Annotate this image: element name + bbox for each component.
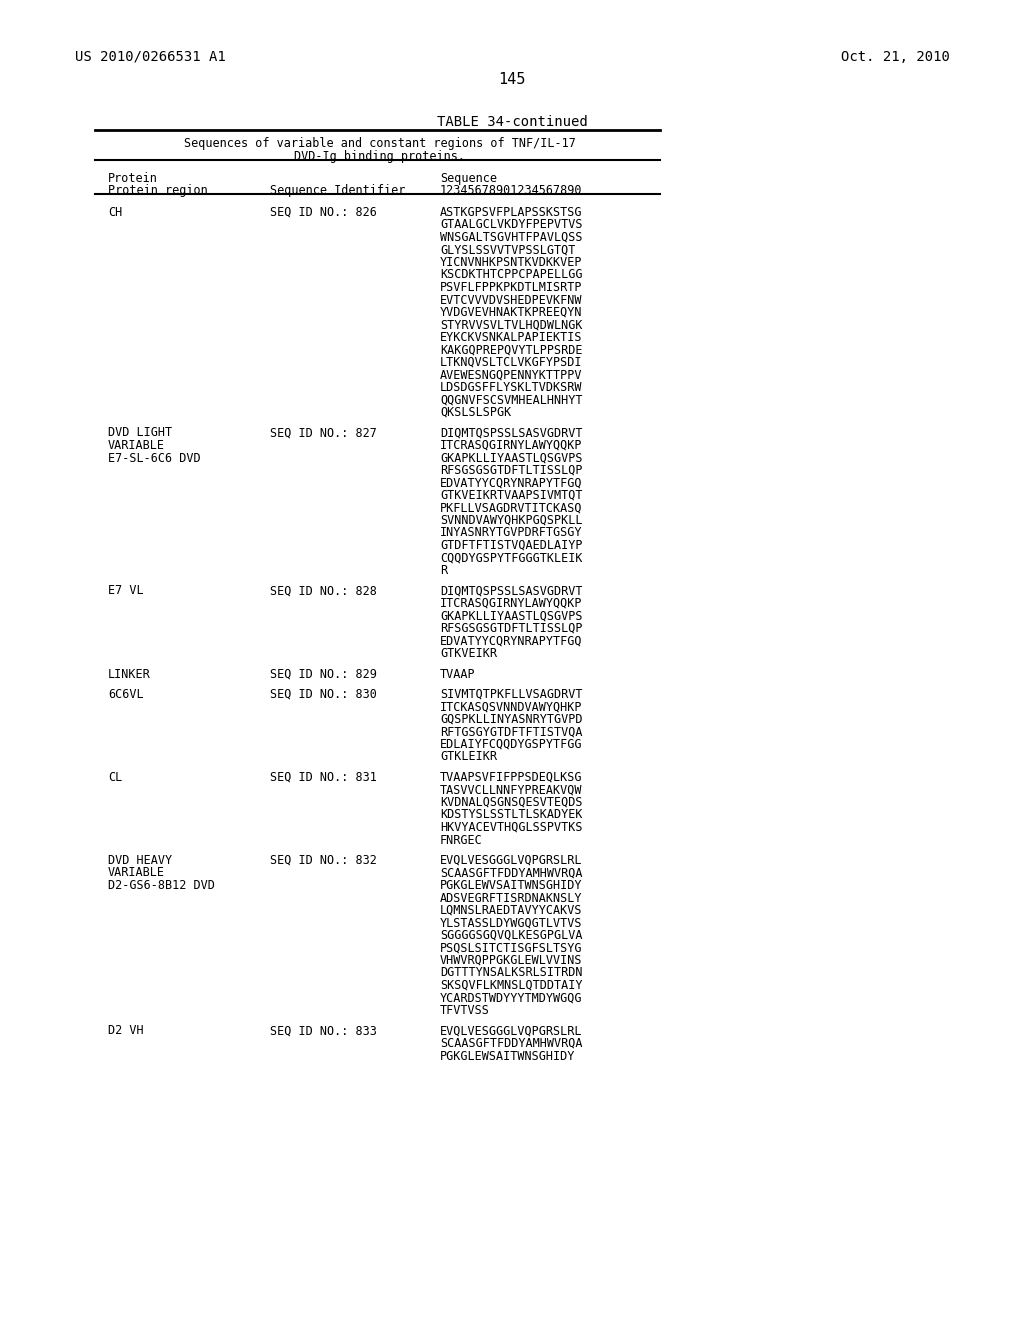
Text: EDLAIYFCQQDYGSPYTFGG: EDLAIYFCQQDYGSPYTFGG bbox=[440, 738, 583, 751]
Text: GKAPKLLIYAASTLQSGVPS: GKAPKLLIYAASTLQSGVPS bbox=[440, 610, 583, 623]
Text: YICNVNHKPSNTKVDKKVEP: YICNVNHKPSNTKVDKKVEP bbox=[440, 256, 583, 269]
Text: EVQLVESGGGLVQPGRSLRL: EVQLVESGGGLVQPGRSLRL bbox=[440, 1024, 583, 1038]
Text: GTKLEIKR: GTKLEIKR bbox=[440, 751, 497, 763]
Text: GTKVEIKRTVAAPSIVMTQT: GTKVEIKRTVAAPSIVMTQT bbox=[440, 488, 583, 502]
Text: QQGNVFSCSVMHEALHNHYT: QQGNVFSCSVMHEALHNHYT bbox=[440, 393, 583, 407]
Text: SCAASGFTFDDYAMHWVRQA: SCAASGFTFDDYAMHWVRQA bbox=[440, 1038, 583, 1049]
Text: PSVFLFPPKPKDTLMISRTP: PSVFLFPPKPKDTLMISRTP bbox=[440, 281, 583, 294]
Text: SEQ ID NO.: 828: SEQ ID NO.: 828 bbox=[270, 585, 377, 598]
Text: EYKCKVSNKALPAPIEKTIS: EYKCKVSNKALPAPIEKTIS bbox=[440, 331, 583, 345]
Text: YCARDSTWDYYYTMDYWGQG: YCARDSTWDYYYTMDYWGQG bbox=[440, 991, 583, 1005]
Text: DVD-Ig binding proteins.: DVD-Ig binding proteins. bbox=[295, 150, 466, 162]
Text: DVD LIGHT: DVD LIGHT bbox=[108, 426, 172, 440]
Text: SEQ ID NO.: 826: SEQ ID NO.: 826 bbox=[270, 206, 377, 219]
Text: SEQ ID NO.: 829: SEQ ID NO.: 829 bbox=[270, 668, 377, 681]
Text: SEQ ID NO.: 831: SEQ ID NO.: 831 bbox=[270, 771, 377, 784]
Text: DIQMTQSPSSLSASVGDRVT: DIQMTQSPSSLSASVGDRVT bbox=[440, 426, 583, 440]
Text: D2 VH: D2 VH bbox=[108, 1024, 143, 1038]
Text: SEQ ID NO.: 833: SEQ ID NO.: 833 bbox=[270, 1024, 377, 1038]
Text: SEQ ID NO.: 830: SEQ ID NO.: 830 bbox=[270, 688, 377, 701]
Text: Protein: Protein bbox=[108, 172, 158, 185]
Text: ITCKASQSVNNDVAWYQHKP: ITCKASQSVNNDVAWYQHKP bbox=[440, 701, 583, 714]
Text: KAKGQPREPQVYTLPPSRDE: KAKGQPREPQVYTLPPSRDE bbox=[440, 343, 583, 356]
Text: 145: 145 bbox=[499, 73, 525, 87]
Text: WNSGALTSGVHTFPAVLQSS: WNSGALTSGVHTFPAVLQSS bbox=[440, 231, 583, 244]
Text: LINKER: LINKER bbox=[108, 668, 151, 681]
Text: TVAAPSVFIFPPSDEQLKSG: TVAAPSVFIFPPSDEQLKSG bbox=[440, 771, 583, 784]
Text: YVDGVEVHNAKTKPREEQYN: YVDGVEVHNAKTKPREEQYN bbox=[440, 306, 583, 319]
Text: GQSPKLLINYASNRYTGVPD: GQSPKLLINYASNRYTGVPD bbox=[440, 713, 583, 726]
Text: GLYSLSSVVTVPSSLGTQT: GLYSLSSVVTVPSSLGTQT bbox=[440, 243, 575, 256]
Text: DIQMTQSPSSLSASVGDRVT: DIQMTQSPSSLSASVGDRVT bbox=[440, 585, 583, 598]
Text: D2-GS6-8B12 DVD: D2-GS6-8B12 DVD bbox=[108, 879, 215, 892]
Text: HKVYACEVTHQGLSSPVTKS: HKVYACEVTHQGLSSPVTKS bbox=[440, 821, 583, 834]
Text: US 2010/0266531 A1: US 2010/0266531 A1 bbox=[75, 50, 225, 63]
Text: VARIABLE: VARIABLE bbox=[108, 440, 165, 451]
Text: EDVATYYCQRYNRAPYTFGQ: EDVATYYCQRYNRAPYTFGQ bbox=[440, 635, 583, 648]
Text: GKAPKLLIYAASTLQSGVPS: GKAPKLLIYAASTLQSGVPS bbox=[440, 451, 583, 465]
Text: DVD HEAVY: DVD HEAVY bbox=[108, 854, 172, 867]
Text: Oct. 21, 2010: Oct. 21, 2010 bbox=[841, 50, 950, 63]
Text: LQMNSLRAEDTAVYYCAKVS: LQMNSLRAEDTAVYYCAKVS bbox=[440, 904, 583, 917]
Text: INYASNRYTGVPDRFTGSGY: INYASNRYTGVPDRFTGSGY bbox=[440, 527, 583, 540]
Text: EDVATYYCQRYNRAPYTFGQ: EDVATYYCQRYNRAPYTFGQ bbox=[440, 477, 583, 490]
Text: 12345678901234567890: 12345678901234567890 bbox=[440, 183, 583, 197]
Text: TFVTVSS: TFVTVSS bbox=[440, 1005, 489, 1016]
Text: ASTKGPSVFPLAPSSKSTSG: ASTKGPSVFPLAPSSKSTSG bbox=[440, 206, 583, 219]
Text: AVEWESNGQPENNYKTTPPV: AVEWESNGQPENNYKTTPPV bbox=[440, 368, 583, 381]
Text: PKFLLVSAGDRVTITCKASQ: PKFLLVSAGDRVTITCKASQ bbox=[440, 502, 583, 515]
Text: STYRVVSVLTVLHQDWLNGK: STYRVVSVLTVLHQDWLNGK bbox=[440, 318, 583, 331]
Text: VARIABLE: VARIABLE bbox=[108, 866, 165, 879]
Text: RFTGSGYGTDFTFTISTVQA: RFTGSGYGTDFTFTISTVQA bbox=[440, 726, 583, 738]
Text: QKSLSLSPGK: QKSLSLSPGK bbox=[440, 407, 511, 418]
Text: R: R bbox=[440, 564, 447, 577]
Text: TASVVCLLNNFYPREAKVQW: TASVVCLLNNFYPREAKVQW bbox=[440, 784, 583, 796]
Text: Sequence Identifier: Sequence Identifier bbox=[270, 183, 406, 197]
Text: SKSQVFLKMNSLQTDDTAIY: SKSQVFLKMNSLQTDDTAIY bbox=[440, 979, 583, 993]
Text: EVTCVVVDVSHEDPEVKFNW: EVTCVVVDVSHEDPEVKFNW bbox=[440, 293, 583, 306]
Text: TVAAP: TVAAP bbox=[440, 668, 475, 681]
Text: PGKGLEWVSAITWNSGHIDY: PGKGLEWVSAITWNSGHIDY bbox=[440, 879, 583, 892]
Text: FNRGEC: FNRGEC bbox=[440, 833, 482, 846]
Text: VHWVRQPPGKGLEWLVVINS: VHWVRQPPGKGLEWLVVINS bbox=[440, 954, 583, 968]
Text: SIVMTQTPKFLLVSAGDRVT: SIVMTQTPKFLLVSAGDRVT bbox=[440, 688, 583, 701]
Text: PSQSLSITCTISGFSLTSYG: PSQSLSITCTISGFSLTSYG bbox=[440, 941, 583, 954]
Text: SCAASGFTFDDYAMHWVRQA: SCAASGFTFDDYAMHWVRQA bbox=[440, 866, 583, 879]
Text: SGGGGSGQVQLKESGPGLVA: SGGGGSGQVQLKESGPGLVA bbox=[440, 929, 583, 942]
Text: Sequences of variable and constant regions of TNF/IL-17: Sequences of variable and constant regio… bbox=[184, 137, 575, 150]
Text: PGKGLEWSAITWNSGHIDY: PGKGLEWSAITWNSGHIDY bbox=[440, 1049, 575, 1063]
Text: GTKVEIKR: GTKVEIKR bbox=[440, 647, 497, 660]
Text: EVQLVESGGGLVQPGRSLRL: EVQLVESGGGLVQPGRSLRL bbox=[440, 854, 583, 867]
Text: ITCRASQGIRNYLAWYQQKP: ITCRASQGIRNYLAWYQQKP bbox=[440, 440, 583, 451]
Text: Sequence: Sequence bbox=[440, 172, 497, 185]
Text: RFSGSGSGTDFTLTISSLQP: RFSGSGSGTDFTLTISSLQP bbox=[440, 465, 583, 477]
Text: KVDNALQSGNSQESVTEQDS: KVDNALQSGNSQESVTEQDS bbox=[440, 796, 583, 809]
Text: E7-SL-6C6 DVD: E7-SL-6C6 DVD bbox=[108, 451, 201, 465]
Text: CL: CL bbox=[108, 771, 122, 784]
Text: KSCDKTHTCPPCPAPELLGG: KSCDKTHTCPPCPAPELLGG bbox=[440, 268, 583, 281]
Text: TABLE 34-continued: TABLE 34-continued bbox=[436, 115, 588, 129]
Text: LTKNQVSLTCLVKGFYPSDI: LTKNQVSLTCLVKGFYPSDI bbox=[440, 356, 583, 370]
Text: Protein region: Protein region bbox=[108, 183, 208, 197]
Text: CQQDYGSPYTFGGGTKLEIK: CQQDYGSPYTFGGGTKLEIK bbox=[440, 552, 583, 565]
Text: DGTTTYNSALKSRLSITRDN: DGTTTYNSALKSRLSITRDN bbox=[440, 966, 583, 979]
Text: SEQ ID NO.: 827: SEQ ID NO.: 827 bbox=[270, 426, 377, 440]
Text: CH: CH bbox=[108, 206, 122, 219]
Text: 6C6VL: 6C6VL bbox=[108, 688, 143, 701]
Text: YLSTASSLDYWGQGTLVTVS: YLSTASSLDYWGQGTLVTVS bbox=[440, 916, 583, 929]
Text: SVNNDVAWYQHKPGQSPKLL: SVNNDVAWYQHKPGQSPKLL bbox=[440, 513, 583, 527]
Text: KDSTYSLSSTLTLSKADYEK: KDSTYSLSSTLTLSKADYEK bbox=[440, 808, 583, 821]
Text: E7 VL: E7 VL bbox=[108, 585, 143, 598]
Text: RFSGSGSGTDFTLTISSLQP: RFSGSGSGTDFTLTISSLQP bbox=[440, 622, 583, 635]
Text: SEQ ID NO.: 832: SEQ ID NO.: 832 bbox=[270, 854, 377, 867]
Text: GTDFTFTISTVQAEDLAIYP: GTDFTFTISTVQAEDLAIYP bbox=[440, 539, 583, 552]
Text: LDSDGSFFLYSKLTVDKSRW: LDSDGSFFLYSKLTVDKSRW bbox=[440, 381, 583, 393]
Text: ITCRASQGIRNYLAWYQQKP: ITCRASQGIRNYLAWYQQKP bbox=[440, 597, 583, 610]
Text: ADSVEGRFTISRDNAKNSLY: ADSVEGRFTISRDNAKNSLY bbox=[440, 891, 583, 904]
Text: GTAALGCLVKDYFPEPVTVS: GTAALGCLVKDYFPEPVTVS bbox=[440, 219, 583, 231]
